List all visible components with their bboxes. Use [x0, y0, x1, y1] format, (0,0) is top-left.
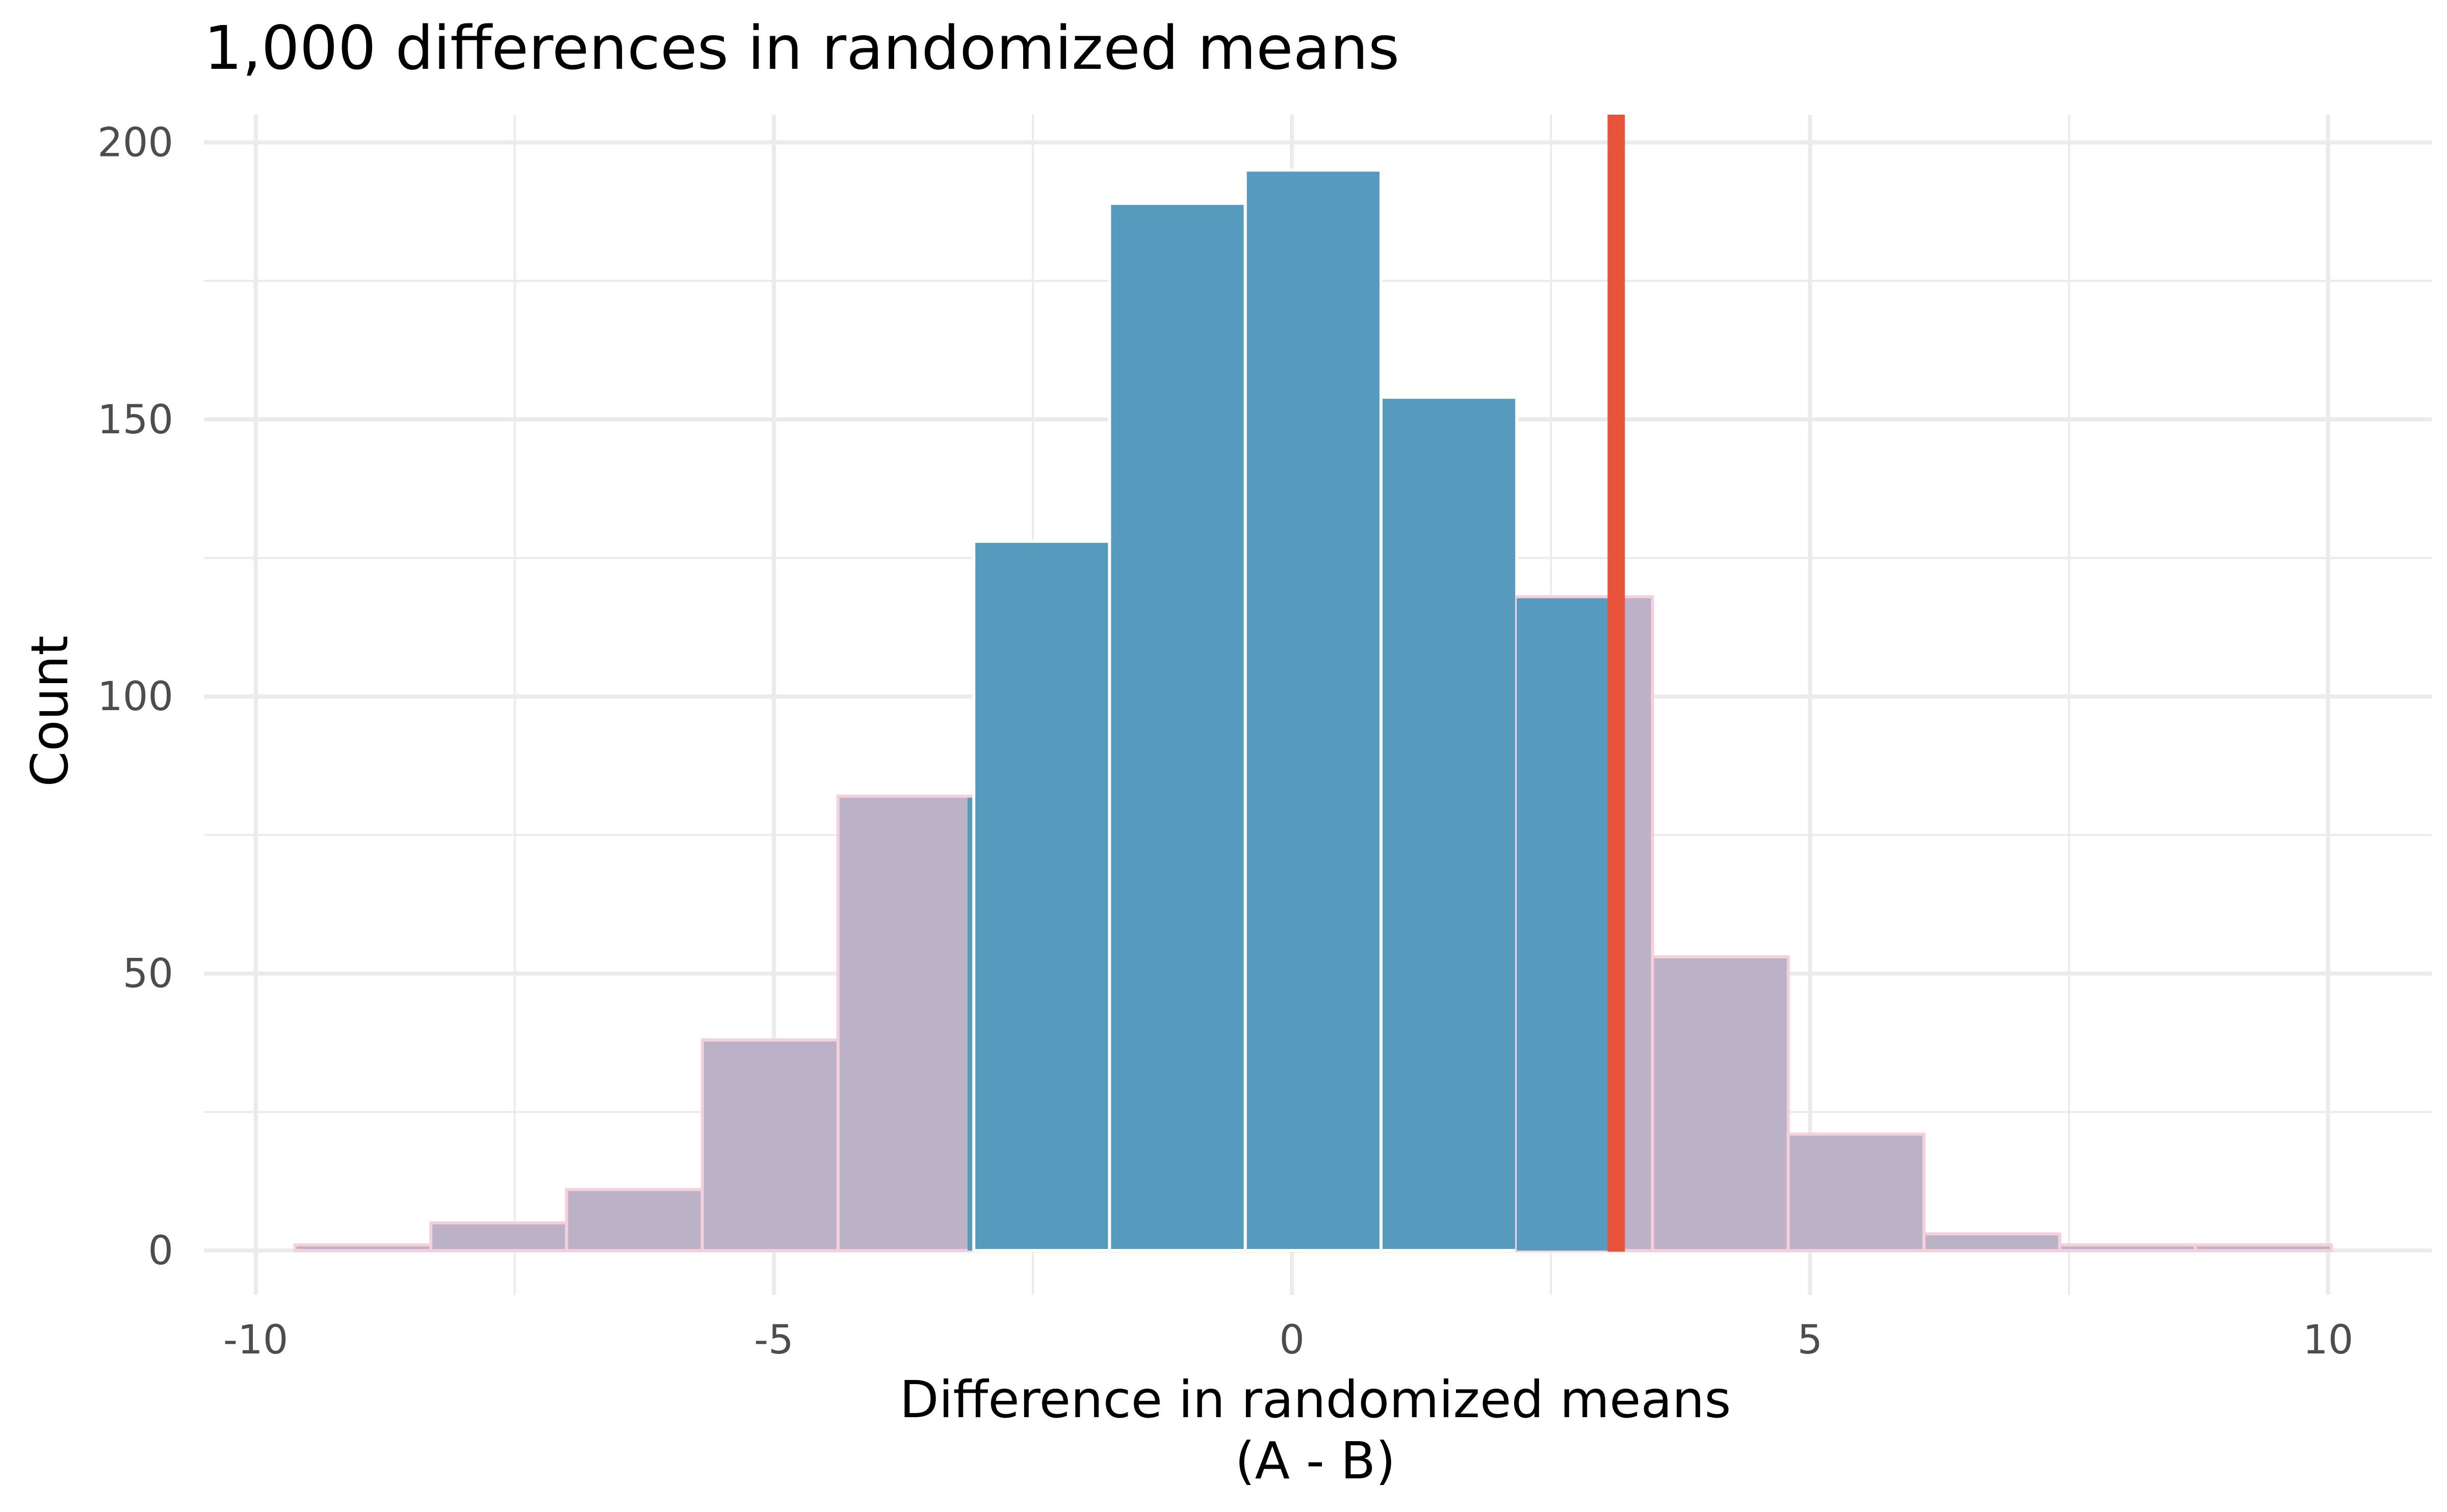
- histogram-bar: [2058, 1243, 2197, 1253]
- histogram-bar: [565, 1188, 704, 1253]
- histogram-bar: [1243, 168, 1383, 1253]
- chart-title: 1,000 differences in randomized means: [204, 13, 1399, 83]
- histogram-bar: [1379, 396, 1519, 1253]
- histogram-bars: [293, 168, 2333, 1253]
- histogram-bar: [972, 539, 1111, 1253]
- histogram-bar-shaded-part: [967, 797, 974, 1251]
- x-tick-label: 10: [2303, 1317, 2353, 1363]
- x-tick-label: 5: [1798, 1317, 1823, 1363]
- histogram-bar: [1108, 201, 1247, 1253]
- y-tick-label: 100: [97, 674, 173, 720]
- x-tick-label: -5: [754, 1317, 794, 1363]
- x-axis-ticks: -10 -5 0 5 10: [223, 1317, 2353, 1363]
- histogram-bar: [700, 1038, 840, 1253]
- y-tick-label: 200: [97, 120, 173, 166]
- histogram-bar-shaded-part: [1517, 598, 1617, 1251]
- y-axis-ticks: 0 50 100 150 200: [97, 120, 173, 1274]
- histogram-bar: [293, 1243, 433, 1253]
- histogram-bar: [836, 794, 976, 1253]
- x-axis-title-line2: (A - B): [1235, 1431, 1396, 1491]
- histogram-bar: [2194, 1243, 2333, 1253]
- y-tick-label: 0: [148, 1228, 173, 1274]
- x-tick-label: -10: [223, 1317, 288, 1363]
- y-axis-title: Count: [20, 636, 80, 787]
- histogram-bar: [429, 1221, 568, 1253]
- y-tick-label: 50: [123, 951, 173, 997]
- y-tick-label: 150: [97, 397, 173, 443]
- histogram-bar: [1786, 1132, 1926, 1253]
- histogram-bar: [1922, 1232, 2062, 1253]
- histogram-bar: [1651, 955, 1790, 1253]
- x-tick-label: 0: [1279, 1317, 1305, 1363]
- x-axis-title: Difference in randomized means: [900, 1370, 1731, 1429]
